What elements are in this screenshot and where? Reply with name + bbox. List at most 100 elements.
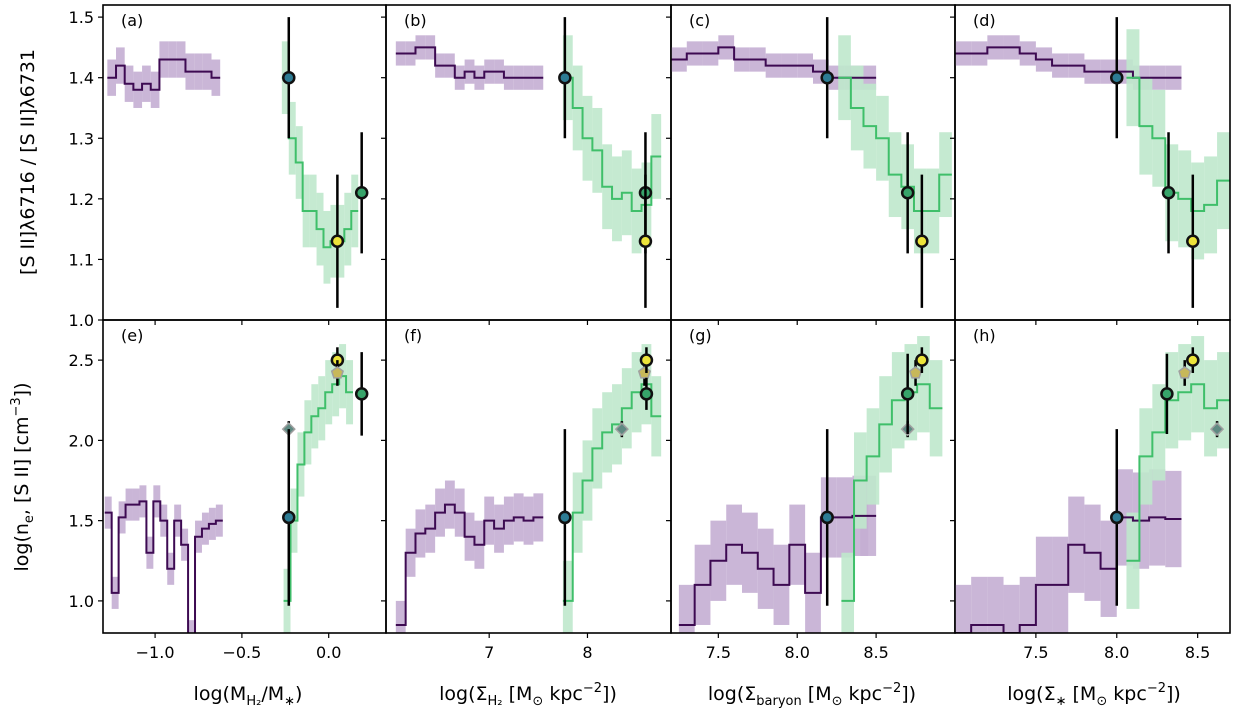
data-point-teal-0 — [558, 70, 572, 85]
panel-g: (g) 7.5 8.0 8.5 — [666, 319, 956, 662]
panel-label: (b) — [404, 11, 427, 30]
plot-area — [671, 17, 952, 308]
data-point-yellow-3 — [1186, 353, 1200, 367]
data-point-yellow-4 — [639, 353, 654, 367]
y-tick-label: 1.5 — [69, 8, 94, 27]
data-point-teal-0 — [558, 510, 572, 525]
x-axis-label-0: log(MH₂/M∗) — [194, 683, 303, 709]
panel-label: (g) — [689, 326, 712, 345]
axis-labels-layer: log(MH₂/M∗) log(ΣH₂ [M⊙ kpc−2]) log(Σbaryo… — [9, 49, 1181, 709]
data-point-yellow-2 — [915, 234, 929, 248]
green-series-line — [562, 76, 662, 212]
y-tick-label: 1.0 — [69, 592, 94, 611]
y-axis-label-ratio: [S II]λ6716 / [S II]λ6731 — [17, 49, 39, 275]
panel-a: (a) 1.0 1.1 1.2 1.3 1.4 1.5 — [69, 4, 387, 330]
purple-series-line — [395, 503, 544, 626]
panel-e: (e) 1.0 1.5 2.0 2.5 −1.0 −0.5 0.0 — [69, 319, 387, 662]
green-series-line — [838, 76, 952, 212]
x-axis-label-1: log(ΣH₂ [M⊙ kpc−2]) — [439, 681, 617, 709]
x-tick-label: 8.5 — [1185, 643, 1210, 662]
y-tick-label: 1.3 — [69, 129, 94, 148]
panel-label: (c) — [689, 11, 710, 30]
panel-h: (h) 7.5 8.0 8.5 — [950, 319, 1231, 662]
plot-area — [955, 336, 1230, 633]
purple-series-line — [955, 516, 1182, 633]
plot-area — [395, 17, 662, 308]
data-point-pentagon-3 — [330, 366, 344, 379]
purple-series-line — [678, 514, 877, 626]
x-tick-label: 8.0 — [1104, 643, 1129, 662]
purple-series-line — [104, 500, 223, 633]
green-series-line — [1126, 76, 1230, 212]
data-point-yellow-2 — [1186, 234, 1200, 248]
panel-c: (c) — [666, 4, 956, 325]
panel-label: (e) — [121, 326, 143, 345]
green-series-band-0 — [562, 560, 573, 633]
y-tick-label: 1.4 — [69, 69, 94, 88]
x-axis-label-3: log(Σ∗ [M⊙ kpc−2]) — [1007, 681, 1181, 709]
x-tick-label: 8.0 — [784, 643, 809, 662]
y-tick-label: 2.0 — [69, 431, 94, 450]
purple-series-band-12 — [188, 620, 196, 633]
x-tick-label: 7.5 — [706, 643, 731, 662]
purple-series-band-4 — [1019, 576, 1036, 633]
data-point-teal-1 — [282, 510, 296, 525]
data-point-diamond-4 — [1209, 422, 1225, 437]
purple-series-line — [107, 58, 221, 91]
plot-area — [678, 336, 943, 633]
data-point-green-1 — [1160, 387, 1174, 401]
purple-series-band-2 — [987, 576, 1004, 633]
purple-series-band-0 — [395, 600, 406, 633]
plot-area — [107, 17, 369, 308]
x-axis-label-2: log(Σbaryon [M⊙ kpc−2]) — [708, 681, 916, 709]
y-tick-label: 1.1 — [69, 250, 94, 269]
data-point-green-3 — [900, 387, 915, 401]
data-point-green-4 — [354, 387, 369, 401]
data-point-pentagon-2 — [1178, 366, 1192, 379]
green-series-line — [1126, 383, 1230, 562]
data-point-teal-0 — [1110, 70, 1124, 85]
data-point-green-2 — [354, 186, 369, 200]
panels-layer: (a) 1.0 1.1 1.2 1.3 1.4 1.5 (b) (c) (d) (e) 1.0 1.5 2… — [69, 4, 1231, 662]
x-tick-label: 8.5 — [863, 643, 888, 662]
panel-b: (b) — [381, 4, 672, 325]
x-tick-label: −0.5 — [222, 643, 261, 662]
purple-series-line — [395, 46, 544, 79]
purple-series-band-3 — [1003, 584, 1020, 633]
panel-label: (h) — [973, 326, 996, 345]
panel-label: (f) — [404, 326, 422, 345]
green-series-line — [562, 383, 662, 602]
purple-series-band-0 — [678, 584, 695, 633]
data-point-teal-0 — [282, 70, 296, 85]
purple-series-band-1 — [971, 576, 988, 633]
plot-area — [955, 17, 1230, 308]
y-tick-label: 1.2 — [69, 190, 94, 209]
panel-label: (d) — [973, 11, 996, 30]
data-point-teal-0 — [820, 70, 834, 85]
y-tick-label: 2.5 — [69, 351, 94, 370]
x-tick-label: 0.0 — [316, 643, 341, 662]
panel-f: (f) 7 8 — [381, 319, 672, 662]
y-tick-label: 1.5 — [69, 512, 94, 531]
data-point-green-1 — [1161, 186, 1176, 200]
panel-label: (a) — [121, 11, 143, 30]
plot-area — [395, 344, 662, 633]
data-point-yellow-4 — [915, 353, 929, 367]
data-point-yellow-2 — [638, 234, 653, 248]
data-point-teal-0 — [820, 510, 834, 525]
data-point-teal-0 — [1110, 510, 1124, 525]
data-point-diamond-1 — [614, 422, 629, 437]
plot-area — [104, 344, 369, 633]
data-point-green-1 — [900, 186, 915, 200]
x-tick-label: 7 — [484, 643, 494, 662]
x-tick-label: 7.5 — [1023, 643, 1048, 662]
green-series-band-0 — [841, 552, 855, 633]
data-point-yellow-1 — [330, 234, 345, 248]
data-point-green-3 — [639, 387, 654, 401]
green-series-line — [281, 76, 359, 249]
purple-series-band-0 — [955, 584, 972, 633]
purple-series-line — [955, 46, 1182, 79]
x-tick-label: 8 — [582, 643, 592, 662]
